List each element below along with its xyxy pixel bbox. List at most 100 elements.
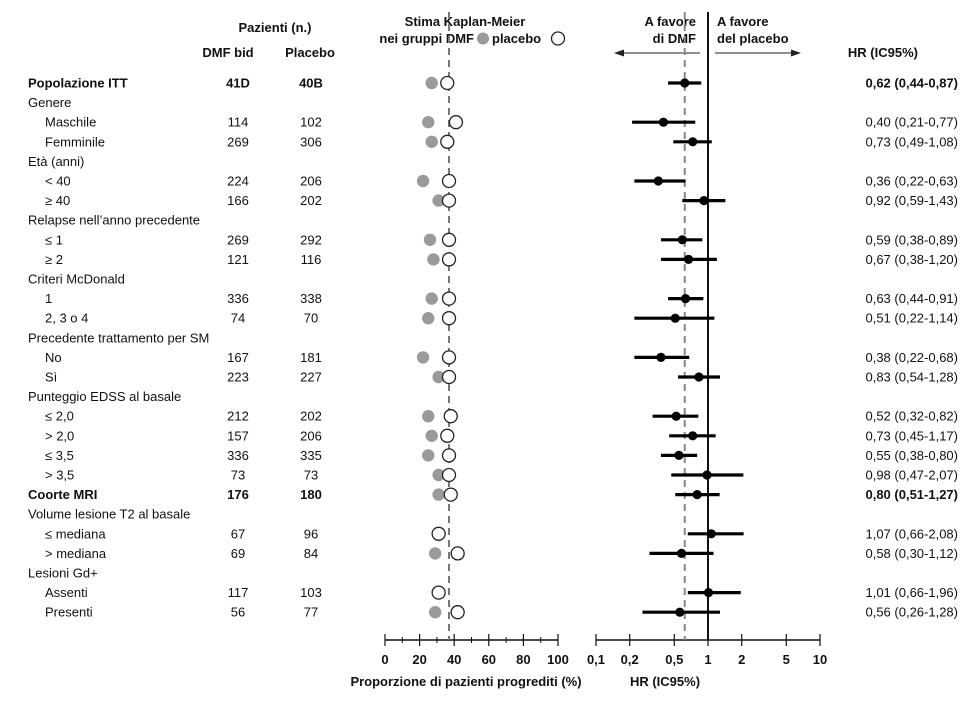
favor-dmf-line1: A favore xyxy=(644,14,696,29)
row-label: Presenti xyxy=(45,605,93,620)
row-hr-value: 0,73 (0,49-1,08) xyxy=(865,134,958,149)
row-hr-value: 0,55 (0,38-0,80) xyxy=(865,448,958,463)
km-placebo-point xyxy=(441,193,457,208)
km-dmf-point xyxy=(432,488,445,501)
km-dmf-point xyxy=(425,292,438,305)
row-placebo-count: 202 xyxy=(300,409,322,424)
hr-tick-label: 0,5 xyxy=(665,652,683,667)
km-dmf-point xyxy=(422,312,435,325)
hr-tick-label: 1 xyxy=(704,652,711,667)
km-placebo-point xyxy=(440,134,455,149)
row-hr-value: 0,62 (0,44-0,87) xyxy=(865,76,958,91)
row-hr-value: 0,56 (0,26-1,28) xyxy=(865,605,958,620)
km-dmf-point xyxy=(425,429,438,442)
hr-tick-label: 0,1 xyxy=(587,652,605,667)
row-hr-value: 0,38 (0,22-0,68) xyxy=(865,350,958,365)
row-label: Precedente trattamento per SM xyxy=(28,330,209,345)
hr-panel: 0,1 0,2 0,5 1 2 5 10 xyxy=(587,12,827,667)
hr-point xyxy=(671,411,681,421)
km-dmf-point xyxy=(422,410,435,423)
row-label: Femminile xyxy=(45,134,105,149)
row-label: Genere xyxy=(28,95,71,110)
row-placebo-count: 96 xyxy=(304,526,318,541)
row-dmf-count: 167 xyxy=(227,350,249,365)
col-dmf-header: DMF bid xyxy=(202,45,253,60)
row-placebo-count: 292 xyxy=(300,232,322,247)
row-dmf-count: 336 xyxy=(227,291,249,306)
row-dmf-count: 223 xyxy=(227,370,249,385)
row-dmf-count: 73 xyxy=(231,468,245,483)
km-placebo-point xyxy=(440,428,455,443)
row-label: ≤ 1 xyxy=(45,232,63,247)
row-label: Punteggio EDSS al basale xyxy=(28,389,181,404)
row-label: Volume lesione T2 al basale xyxy=(28,507,190,522)
row-placebo-count: 206 xyxy=(300,174,322,189)
row-placebo-count: 306 xyxy=(300,134,322,149)
hr-point xyxy=(675,607,685,617)
row-label: Sì xyxy=(45,370,57,385)
hr-point xyxy=(670,313,680,323)
row-dmf-count: 269 xyxy=(227,232,249,247)
row-dmf-count: 212 xyxy=(227,409,249,424)
row-placebo-count: 206 xyxy=(300,428,322,443)
km-placebo-point xyxy=(450,546,465,561)
hr-point xyxy=(702,470,712,480)
km-dmf-point xyxy=(425,135,438,148)
km-dmf-point xyxy=(422,449,435,462)
km-placebo-point xyxy=(441,448,457,463)
subgroup-rows: Popolazione ITT 41D 40B 0,62 (0,44-0,87) Gen… xyxy=(28,76,958,620)
row-placebo-count: 73 xyxy=(304,468,318,483)
favor-placebo-line1: A favore xyxy=(717,14,769,29)
row-placebo-count: 202 xyxy=(300,193,322,208)
hr-point xyxy=(688,137,698,147)
hr-point xyxy=(674,450,684,460)
km-placebo-point xyxy=(440,75,455,91)
hr-point xyxy=(653,176,663,186)
row-label: ≥ 2 xyxy=(45,252,63,267)
row-label: 1 xyxy=(45,291,52,306)
row-label: > 2,0 xyxy=(45,428,74,443)
row-label: ≤ mediana xyxy=(45,526,106,541)
hr-point xyxy=(703,588,714,598)
row-label: Coorte MRI xyxy=(28,487,97,502)
km-placebo-point xyxy=(441,291,457,306)
km-placebo-point xyxy=(431,585,446,600)
row-label: Lesioni Gd+ xyxy=(28,566,98,581)
row-dmf-count: 117 xyxy=(228,585,249,600)
row-hr-value: 0,98 (0,47-2,07) xyxy=(865,468,958,483)
row-label: ≥ 40 xyxy=(45,193,70,208)
row-dmf-count: 224 xyxy=(227,174,249,189)
km-dmf-point xyxy=(423,233,437,246)
km-placebo-point xyxy=(441,252,457,267)
row-label: 2, 3 o 4 xyxy=(45,311,88,326)
row-hr-value: 0,40 (0,21-0,77) xyxy=(865,115,958,130)
row-label: > mediana xyxy=(45,546,107,561)
km-placebo-point xyxy=(441,467,457,483)
row-hr-value: 1,01 (0,66-1,96) xyxy=(865,585,958,600)
row-placebo-count: 102 xyxy=(300,115,322,130)
row-dmf-count: 56 xyxy=(231,605,245,620)
hr-point xyxy=(694,372,704,382)
km-dmf-point xyxy=(416,351,430,364)
row-label: Criteri McDonald xyxy=(28,272,125,287)
km-placebo-point xyxy=(441,369,457,385)
row-dmf-count: 269 xyxy=(227,134,249,149)
km-placebo-point xyxy=(443,409,458,424)
row-hr-value: 0,63 (0,44-0,91) xyxy=(865,291,958,306)
row-label: > 3,5 xyxy=(45,468,74,483)
hr-point xyxy=(692,490,702,500)
km-placebo-point xyxy=(441,232,457,247)
row-dmf-count: 69 xyxy=(231,546,245,561)
hr-point xyxy=(683,254,694,264)
row-dmf-count: 121 xyxy=(227,252,249,267)
row-hr-value: 0,80 (0,51-1,27) xyxy=(865,487,958,502)
km-x-axis-label: Proporzione di pazienti progrediti (%) xyxy=(350,674,581,689)
km-tick-label: 20 xyxy=(412,652,426,667)
row-placebo-count: 335 xyxy=(300,448,322,463)
favor-placebo-arrowhead xyxy=(791,49,801,57)
km-placebo-point xyxy=(443,487,458,502)
row-dmf-count: 176 xyxy=(227,487,249,502)
km-placebo-point xyxy=(448,115,464,130)
